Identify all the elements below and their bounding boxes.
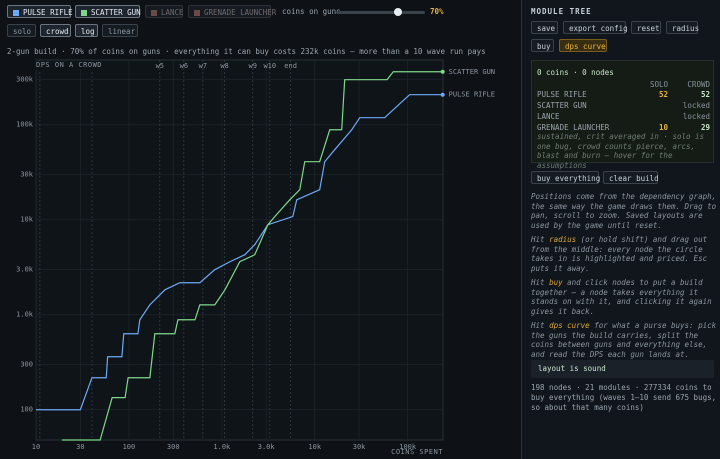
slider-thumb[interactable] bbox=[394, 8, 403, 16]
wave-label: w9 bbox=[249, 62, 257, 70]
gun-row-name: GRENADE LAUNCHER bbox=[537, 123, 610, 132]
status: layout is sound bbox=[531, 360, 714, 378]
x-tick-label: 1.0k bbox=[213, 443, 231, 451]
caption: 2-gun build · 70% of coins on guns · eve… bbox=[7, 47, 486, 56]
series-end bbox=[440, 92, 445, 97]
help-paragraph: Hit dps curve for what a purse buys: pic… bbox=[531, 321, 717, 359]
series-line bbox=[61, 71, 443, 441]
gun-toggle[interactable]: SCATTER GUN bbox=[75, 5, 141, 18]
col-head: SOLO bbox=[650, 80, 669, 89]
series-label: SCATTER GUN bbox=[449, 68, 495, 76]
help-paragraph: Hit buy and click nodes to put a build t… bbox=[531, 278, 717, 316]
wave-label: w6 bbox=[180, 62, 188, 70]
help-text: Positions come from the dependency graph… bbox=[531, 192, 717, 379]
slider-label: coins on guns bbox=[282, 7, 341, 16]
side-panel: MODULE TREE save export config reset radius… bbox=[521, 0, 720, 459]
footer: 198 nodes · 21 modules · 277334 coins to… bbox=[531, 383, 717, 412]
series-end bbox=[440, 69, 445, 74]
help-keyword: dps curve bbox=[549, 321, 590, 330]
series-line bbox=[36, 94, 443, 411]
x-tick-label: 30 bbox=[76, 443, 84, 451]
gun-toggle[interactable]: GRENADE LAUNCHER bbox=[188, 5, 276, 18]
x-tick-label: 30k bbox=[353, 443, 366, 451]
mode-toggle[interactable]: solo bbox=[7, 24, 36, 37]
help-keyword: radius bbox=[549, 235, 577, 244]
panel-button[interactable]: export config bbox=[563, 21, 628, 34]
panel-title: MODULE TREE bbox=[531, 7, 592, 16]
locked: locked bbox=[682, 101, 710, 110]
mode-toggle[interactable]: log bbox=[75, 24, 98, 37]
x-tick-label: 300 bbox=[167, 443, 180, 451]
wave-label: w8 bbox=[220, 62, 228, 70]
gun-name: PULSE RIFLE bbox=[23, 8, 73, 17]
y-tick-label: 100 bbox=[20, 406, 33, 414]
slider-track[interactable] bbox=[336, 8, 425, 16]
help-text: and click nodes to put a build together … bbox=[531, 278, 712, 316]
gun-row-name: PULSE RIFLE bbox=[537, 90, 587, 99]
y-tick-label: 300k bbox=[16, 75, 34, 83]
action-button[interactable]: clear build bbox=[603, 171, 659, 184]
gun-name: LANCE bbox=[161, 8, 184, 17]
mode-toggle[interactable]: crowd bbox=[40, 24, 71, 37]
gun-row-name: LANCE bbox=[537, 112, 560, 121]
help-paragraph: Positions come from the dependency graph… bbox=[531, 192, 717, 230]
y-label-bg bbox=[34, 61, 96, 70]
help-keyword: buy bbox=[549, 278, 563, 287]
plot-area bbox=[35, 59, 444, 441]
panel-button[interactable]: radius bbox=[666, 21, 699, 34]
gun-name: GRENADE LAUNCHER bbox=[204, 8, 277, 17]
gun-toggle[interactable]: LANCE bbox=[145, 5, 184, 18]
help-text: Hit bbox=[531, 321, 550, 330]
gun-row-name: SCATTER GUN bbox=[537, 101, 587, 110]
crowd-dps: 29 bbox=[700, 123, 710, 132]
wave-label: w5 bbox=[156, 62, 164, 70]
gun-name: SCATTER GUN bbox=[91, 8, 141, 17]
panel-button[interactable]: dps curve bbox=[559, 39, 607, 52]
gun-swatch bbox=[13, 10, 19, 16]
gun-swatch bbox=[81, 10, 87, 16]
panel-button[interactable]: reset bbox=[631, 21, 661, 34]
help-text: Hit bbox=[531, 278, 550, 287]
help-text: for what a purse buys: pick the guns the… bbox=[531, 321, 717, 359]
x-tick-label: 3.0k bbox=[258, 443, 276, 451]
y-tick-label: 300 bbox=[20, 360, 33, 368]
help-text: Hit bbox=[531, 235, 550, 244]
y-tick-label: 30k bbox=[20, 170, 33, 178]
build-summary: 0 coins · 0 nodes bbox=[537, 68, 614, 77]
wave-label: w7 bbox=[199, 62, 207, 70]
x-tick-label: 100 bbox=[123, 443, 136, 451]
chart: 100 300 1.0k 3.0k 10k 30k 100k 300k 10 30 100 300 1.… bbox=[16, 59, 495, 456]
build-note: sustained, crit averaged in · solo is on… bbox=[537, 132, 705, 170]
gun-swatch bbox=[194, 10, 200, 16]
panel-button[interactable]: buy bbox=[531, 39, 554, 52]
locked: locked bbox=[682, 112, 710, 121]
y-tick-label: 100k bbox=[16, 121, 34, 129]
wave-label: w10 bbox=[263, 62, 276, 70]
help-text: Positions come from the dependency graph… bbox=[531, 192, 717, 230]
y-tick-label: 10k bbox=[20, 216, 33, 224]
panel-button[interactable]: save bbox=[531, 21, 558, 34]
solo-dps: 10 bbox=[658, 123, 668, 132]
x-tick-label: 100k bbox=[399, 443, 417, 451]
y-tick-label: 1.0k bbox=[16, 311, 34, 319]
action-button[interactable]: buy everything bbox=[531, 171, 600, 184]
y-tick-label: 3.0k bbox=[16, 265, 34, 273]
slider-value: 70% bbox=[430, 7, 444, 16]
crowd-dps: 52 bbox=[700, 90, 710, 99]
mode-toggle[interactable]: linear bbox=[102, 24, 138, 37]
x-tick-label: 10 bbox=[32, 443, 40, 451]
gun-swatch bbox=[151, 10, 157, 16]
gun-toggle[interactable]: PULSE RIFLE bbox=[7, 5, 73, 18]
col-head: CROWD bbox=[687, 80, 710, 89]
build-box: 0 coins · 0 nodes SOLO CROWD PULSE RIFLE… bbox=[531, 60, 714, 170]
solo-dps: 52 bbox=[658, 90, 668, 99]
x-axis-label: COINS SPENT bbox=[391, 448, 443, 456]
y-axis-label: DPS ON A CROWD bbox=[36, 61, 102, 69]
help-text: (or hold shift) and drag out from the mi… bbox=[531, 235, 708, 273]
x-tick-label: 10k bbox=[308, 443, 321, 451]
series-label: PULSE RIFLE bbox=[449, 91, 495, 99]
help-paragraph: Hit radius (or hold shift) and drag out … bbox=[531, 235, 717, 273]
wave-label: end bbox=[284, 62, 297, 70]
